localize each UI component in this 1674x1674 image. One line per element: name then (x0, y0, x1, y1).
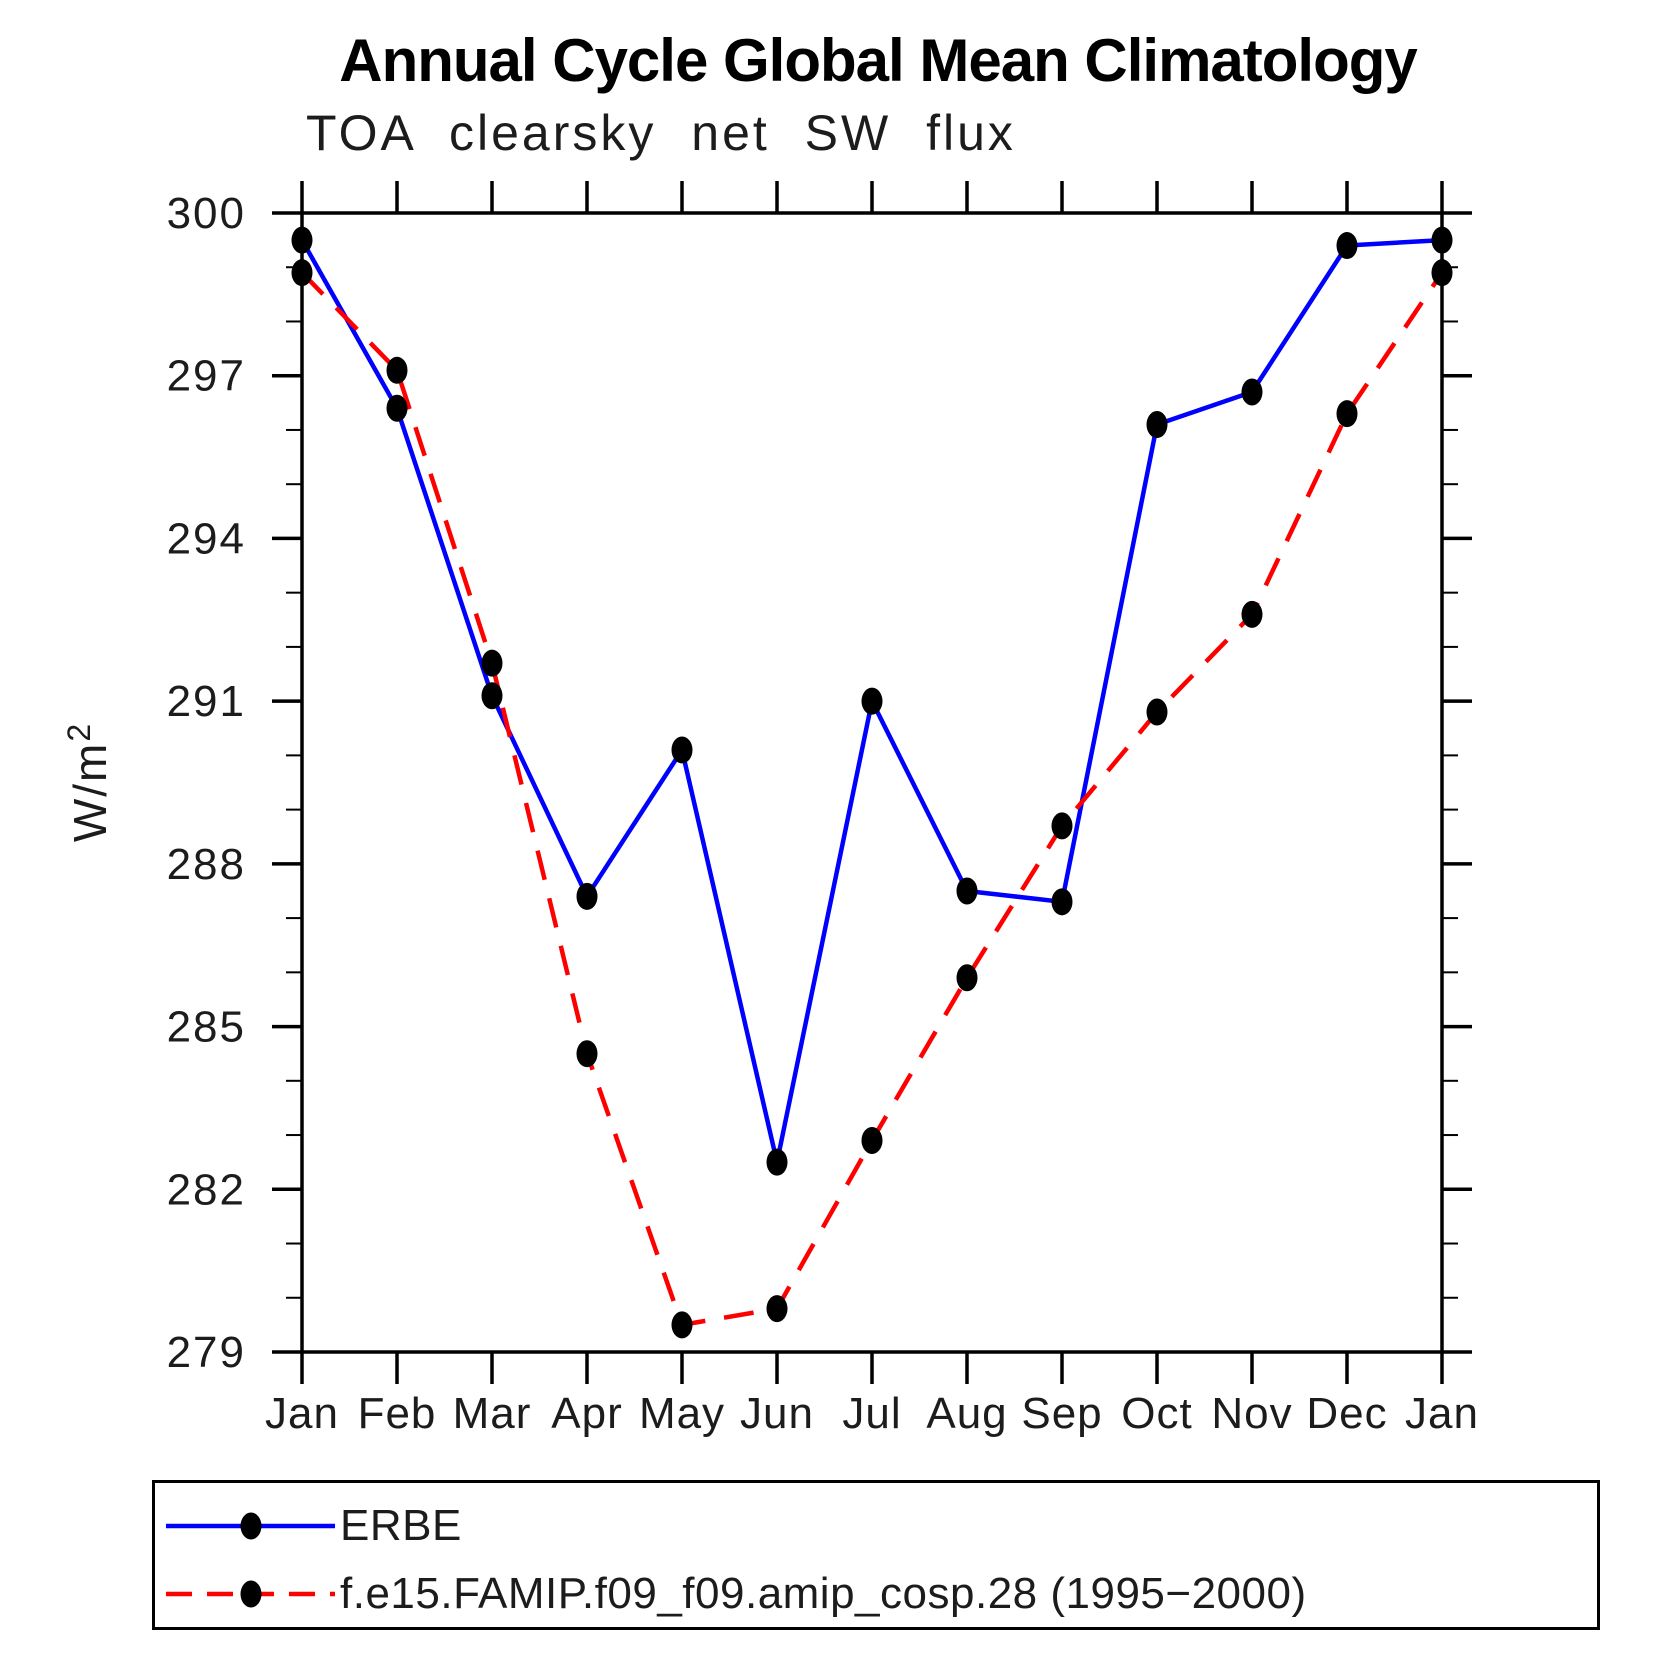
data-point-erbe-8 (1051, 888, 1073, 916)
x-axis-label-4: May (639, 1389, 725, 1438)
data-point-model-6 (861, 1126, 883, 1154)
legend-marker-model (240, 1580, 262, 1608)
y-axis-label-291: 291 (167, 677, 246, 726)
data-point-erbe-12 (1431, 226, 1453, 254)
data-point-model-4 (671, 1311, 693, 1339)
y-axis-unit-exponent: 2 (61, 722, 97, 742)
x-axis-label-5: Jun (740, 1389, 814, 1438)
legend-box: ERBE f.e15.FAMIP.f09_f09.amip_cosp.28 (1… (152, 1480, 1600, 1630)
data-point-erbe-5 (766, 1148, 788, 1176)
y-axis-unit-base: W/m (64, 742, 116, 843)
data-point-erbe-9 (1146, 411, 1168, 439)
data-point-erbe-6 (861, 687, 883, 715)
plot-frame (300, 211, 1444, 1354)
x-axis-label-1: Feb (358, 1389, 437, 1438)
series-line-model (300, 271, 1444, 1328)
x-axis-label-8: Sep (1021, 1389, 1102, 1438)
data-point-model-9 (1146, 698, 1168, 726)
data-point-erbe-7 (956, 877, 978, 905)
data-point-model-0 (291, 259, 313, 287)
chart-title: Annual Cycle Global Mean Climatology (339, 27, 1418, 94)
legend-marker-erbe (240, 1512, 262, 1540)
data-point-erbe-1 (386, 394, 408, 422)
x-axis-label-3: Apr (551, 1389, 622, 1438)
legend-line-sample-erbe (166, 1512, 335, 1540)
data-point-model-11 (1336, 400, 1358, 428)
x-axis-label-11: Dec (1306, 1389, 1387, 1438)
x-axis-label-2: Mar (453, 1389, 532, 1438)
data-point-erbe-2 (481, 682, 503, 710)
data-point-model-8 (1051, 812, 1073, 840)
data-point-erbe-10 (1241, 378, 1263, 406)
data-point-model-7 (956, 964, 978, 992)
data-point-model-3 (576, 1040, 598, 1068)
legend-item-model: f.e15.FAMIP.f09_f09.amip_cosp.28 (1995−2… (163, 1569, 1307, 1619)
data-point-model-12 (1431, 259, 1453, 287)
legend-label-model: f.e15.FAMIP.f09_f09.amip_cosp.28 (1995−2… (340, 1569, 1307, 1618)
legend-line-sample-model (166, 1580, 335, 1608)
data-point-erbe-3 (576, 882, 598, 910)
data-point-erbe-11 (1336, 232, 1358, 260)
y-axis-label-279: 279 (167, 1328, 246, 1377)
y-axis-title: W/m2 (61, 722, 116, 842)
x-axis-label-6: Jul (842, 1389, 901, 1438)
y-axis-label-282: 282 (167, 1165, 246, 1214)
x-axis-label-10: Nov (1211, 1389, 1292, 1438)
legend-label-erbe: ERBE (340, 1501, 462, 1550)
y-axis-label-297: 297 (167, 352, 246, 401)
data-point-model-2 (481, 649, 503, 677)
x-axis-label-9: Oct (1121, 1389, 1192, 1438)
x-axis-label-0: Jan (265, 1389, 339, 1438)
y-axis-label-300: 300 (167, 189, 246, 238)
legend-item-erbe: ERBE (163, 1501, 462, 1551)
data-point-model-10 (1241, 600, 1263, 628)
chart-subtitle: TOA clearsky net SW flux (306, 105, 1016, 161)
data-point-model-5 (766, 1295, 788, 1323)
data-point-erbe-0 (291, 226, 313, 254)
y-axis-label-288: 288 (167, 840, 246, 889)
y-axis-label-294: 294 (167, 514, 246, 563)
y-axis-label-285: 285 (167, 1003, 246, 1052)
data-point-model-1 (386, 356, 408, 384)
data-point-erbe-4 (671, 736, 693, 764)
x-axis-label-7: Aug (926, 1389, 1007, 1438)
x-axis-label-12: Jan (1405, 1389, 1479, 1438)
